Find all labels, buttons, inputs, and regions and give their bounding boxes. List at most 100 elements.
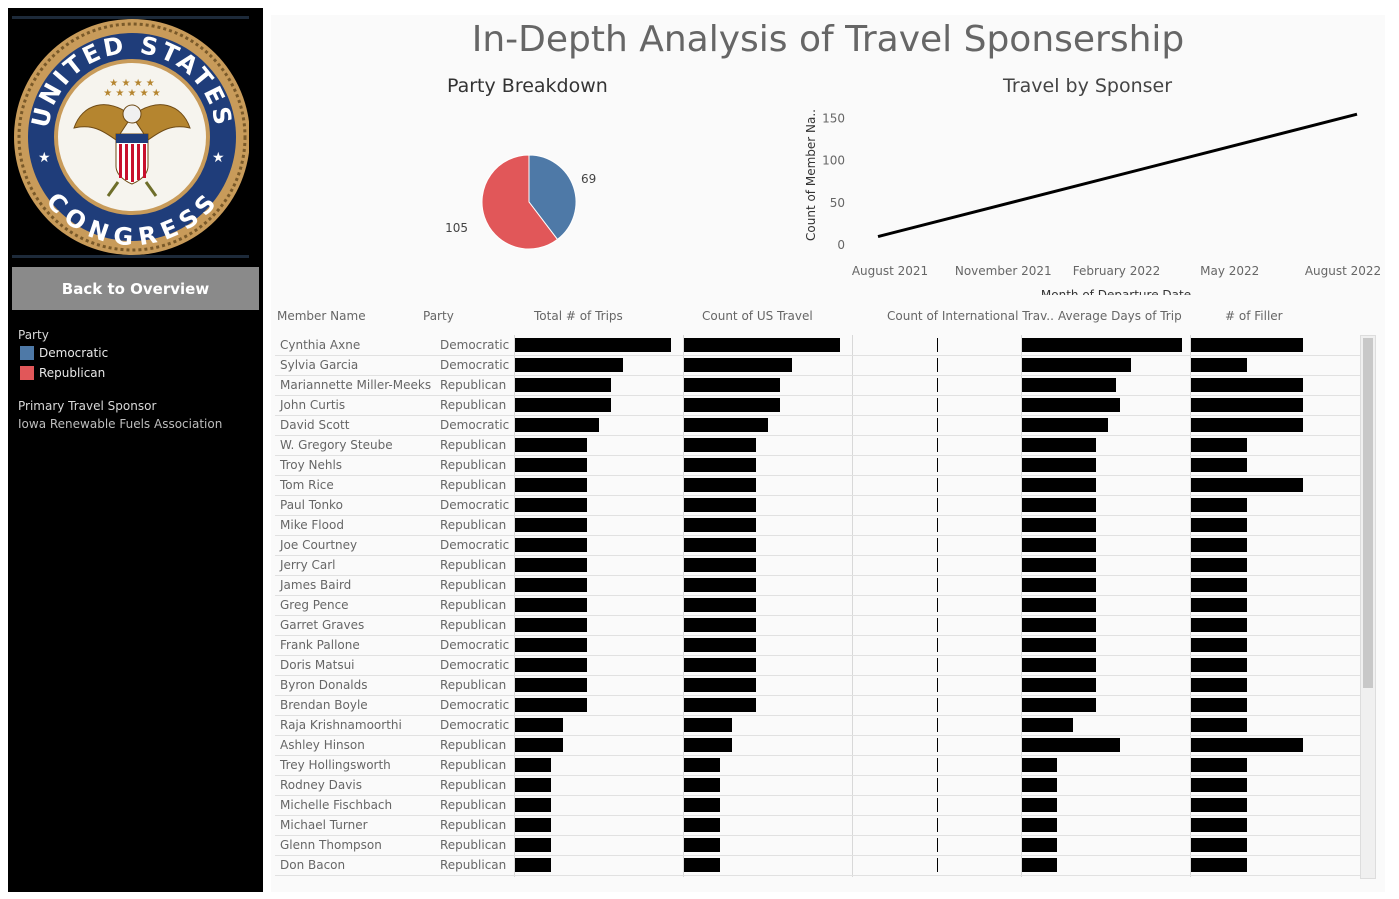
table-row[interactable]: [275, 875, 1361, 877]
table-row[interactable]: Paul Tonko Democratic: [275, 495, 1361, 516]
days-bar[interactable]: [1022, 698, 1096, 712]
us-bar[interactable]: [684, 658, 756, 672]
table-row[interactable]: Glenn Thompson Republican: [275, 835, 1361, 856]
us-bar[interactable]: [684, 638, 756, 652]
table-row[interactable]: Jerry Carl Republican: [275, 555, 1361, 576]
international-bar[interactable]: [937, 518, 938, 532]
trips-bar[interactable]: [515, 698, 587, 712]
us-bar[interactable]: [684, 618, 756, 632]
header-filler[interactable]: # of Filler: [1225, 309, 1283, 323]
us-bar[interactable]: [684, 558, 756, 572]
table-row[interactable]: Brendan Boyle Democratic: [275, 695, 1361, 716]
us-bar[interactable]: [684, 458, 756, 472]
days-bar[interactable]: [1022, 498, 1096, 512]
table-row[interactable]: Doris Matsui Democratic: [275, 655, 1361, 676]
filler-bar[interactable]: [1191, 618, 1247, 632]
legend-item-republican[interactable]: Republican: [20, 366, 105, 380]
international-bar[interactable]: [937, 498, 938, 512]
international-bar[interactable]: [937, 658, 938, 672]
filler-bar[interactable]: [1191, 638, 1247, 652]
us-bar[interactable]: [684, 438, 756, 452]
filler-bar[interactable]: [1191, 798, 1247, 812]
filler-bar[interactable]: [1191, 758, 1247, 772]
pie-slice-democratic[interactable]: [528, 154, 577, 241]
trips-bar[interactable]: [515, 838, 551, 852]
trips-bar[interactable]: [515, 618, 587, 632]
days-bar[interactable]: [1022, 858, 1057, 872]
legend-item-democratic[interactable]: Democratic: [20, 346, 108, 360]
header-us-travel[interactable]: Count of US Travel: [702, 309, 813, 323]
table-row[interactable]: John Curtis Republican: [275, 395, 1361, 416]
party-pie-chart[interactable]: 69 105: [431, 125, 631, 275]
us-bar[interactable]: [684, 678, 756, 692]
scrollbar-thumb[interactable]: [1363, 338, 1373, 688]
trips-bar[interactable]: [515, 638, 587, 652]
us-bar[interactable]: [684, 378, 780, 392]
table-row[interactable]: Garret Graves Republican: [275, 615, 1361, 636]
international-bar[interactable]: [937, 378, 938, 392]
international-bar[interactable]: [937, 678, 938, 692]
table-row[interactable]: Rodney Davis Republican: [275, 775, 1361, 796]
trips-bar[interactable]: [515, 378, 611, 392]
trips-bar[interactable]: [515, 578, 587, 592]
filler-bar[interactable]: [1191, 658, 1247, 672]
international-bar[interactable]: [937, 578, 938, 592]
days-bar[interactable]: [1022, 778, 1057, 792]
trips-bar[interactable]: [515, 518, 587, 532]
trips-bar[interactable]: [515, 338, 671, 352]
table-row[interactable]: Trey Hollingsworth Republican: [275, 755, 1361, 776]
table-row[interactable]: Sylvia Garcia Democratic: [275, 355, 1361, 376]
days-bar[interactable]: [1022, 478, 1096, 492]
international-bar[interactable]: [937, 438, 938, 452]
days-bar[interactable]: [1022, 518, 1096, 532]
us-bar[interactable]: [684, 478, 756, 492]
international-bar[interactable]: [937, 638, 938, 652]
us-bar[interactable]: [684, 498, 756, 512]
us-bar[interactable]: [684, 338, 840, 352]
header-member-name[interactable]: Member Name: [277, 309, 366, 323]
table-row[interactable]: Mike Flood Republican: [275, 515, 1361, 536]
trips-bar[interactable]: [515, 678, 587, 692]
table-row[interactable]: Raja Krishnamoorthi Democratic: [275, 715, 1361, 736]
us-bar[interactable]: [684, 778, 720, 792]
trips-bar[interactable]: [515, 498, 587, 512]
international-bar[interactable]: [937, 538, 938, 552]
filler-bar[interactable]: [1191, 538, 1247, 552]
days-bar[interactable]: [1022, 718, 1073, 732]
filler-bar[interactable]: [1191, 498, 1247, 512]
trips-bar[interactable]: [515, 738, 563, 752]
filler-bar[interactable]: [1191, 818, 1247, 832]
table-row[interactable]: Joe Courtney Democratic: [275, 535, 1361, 556]
trips-bar[interactable]: [515, 478, 587, 492]
trips-bar[interactable]: [515, 418, 599, 432]
us-bar[interactable]: [684, 358, 792, 372]
us-bar[interactable]: [684, 858, 720, 872]
filler-bar[interactable]: [1191, 418, 1303, 432]
filler-bar[interactable]: [1191, 778, 1247, 792]
days-bar[interactable]: [1022, 378, 1116, 392]
trips-bar[interactable]: [515, 778, 551, 792]
us-bar[interactable]: [684, 718, 732, 732]
days-bar[interactable]: [1022, 838, 1057, 852]
international-bar[interactable]: [937, 838, 938, 852]
filler-bar[interactable]: [1191, 398, 1303, 412]
days-bar[interactable]: [1022, 538, 1096, 552]
filler-bar[interactable]: [1191, 698, 1247, 712]
filler-bar[interactable]: [1191, 718, 1247, 732]
international-bar[interactable]: [937, 738, 938, 752]
days-bar[interactable]: [1022, 338, 1182, 352]
filler-bar[interactable]: [1191, 438, 1247, 452]
us-bar[interactable]: [684, 518, 756, 532]
international-bar[interactable]: [937, 858, 938, 872]
trips-bar[interactable]: [515, 718, 563, 732]
filler-bar[interactable]: [1191, 338, 1303, 352]
table-row[interactable]: Cynthia Axne Democratic: [275, 335, 1361, 356]
filler-bar[interactable]: [1191, 578, 1247, 592]
filler-bar[interactable]: [1191, 478, 1303, 492]
table-row[interactable]: Mariannette Miller-Meeks Republican: [275, 375, 1361, 396]
trips-bar[interactable]: [515, 358, 623, 372]
table-row[interactable]: Troy Nehls Republican: [275, 455, 1361, 476]
filler-bar[interactable]: [1191, 678, 1247, 692]
trips-bar[interactable]: [515, 438, 587, 452]
table-row[interactable]: Byron Donalds Republican: [275, 675, 1361, 696]
